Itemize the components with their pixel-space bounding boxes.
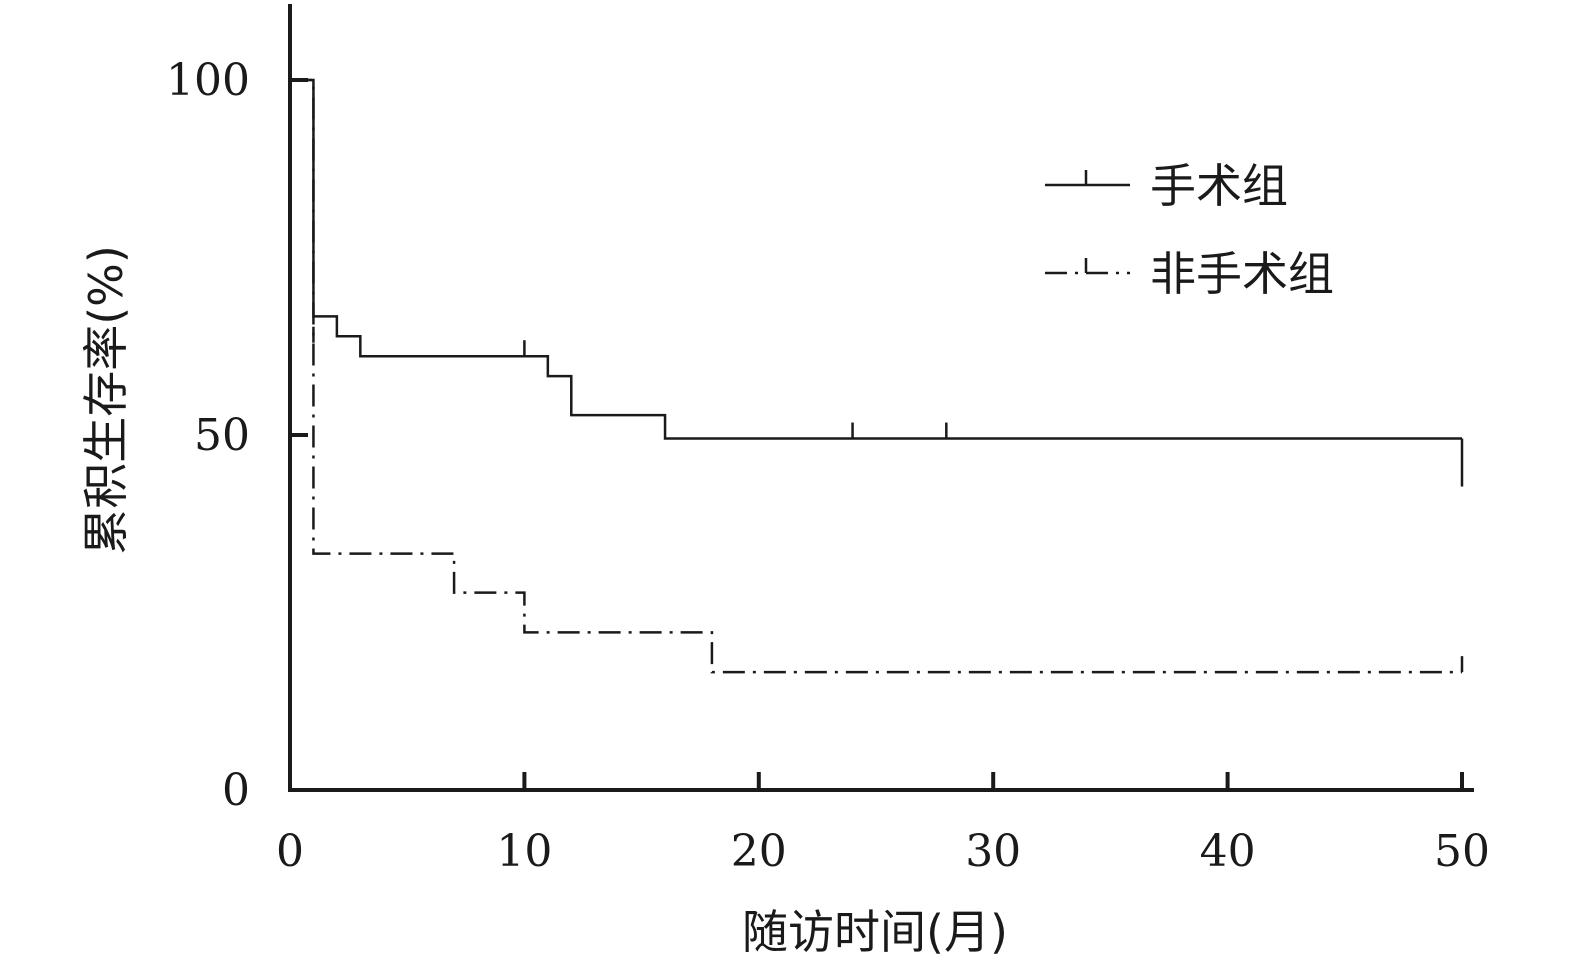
y-tick-label: 50: [194, 410, 250, 461]
legend-label-surgery: 手术组: [1150, 159, 1288, 213]
curves: [290, 78, 1464, 674]
x-tick-label: 30: [965, 826, 1021, 877]
x-axis-title: 随访时间(月): [742, 905, 1008, 959]
x-tick-label: 40: [1200, 826, 1256, 877]
legend-item-surgery: 手术组: [1045, 159, 1288, 213]
x-tick-label: 50: [1434, 826, 1490, 877]
survival-curve-surgery: [290, 78, 1462, 440]
survival-curve-nonsurgery: [290, 78, 1462, 674]
legend: 手术组 非手术组: [1045, 159, 1334, 301]
legend-label-nonsurgery: 非手术组: [1150, 247, 1334, 301]
y-tick-label: 100: [166, 55, 250, 106]
y-axis-title: 累积生存率(%): [79, 245, 133, 555]
legend-item-nonsurgery: 非手术组: [1045, 247, 1334, 301]
axes: [288, 4, 1474, 792]
x-ticks: 0 10 20 30 40 50: [276, 772, 1490, 877]
x-tick-label: 10: [496, 826, 552, 877]
x-tick-label: 0: [276, 826, 304, 877]
y-ticks: 0 50 100: [166, 55, 308, 816]
y-tick-label: 0: [222, 765, 250, 816]
x-tick-label: 20: [731, 826, 787, 877]
